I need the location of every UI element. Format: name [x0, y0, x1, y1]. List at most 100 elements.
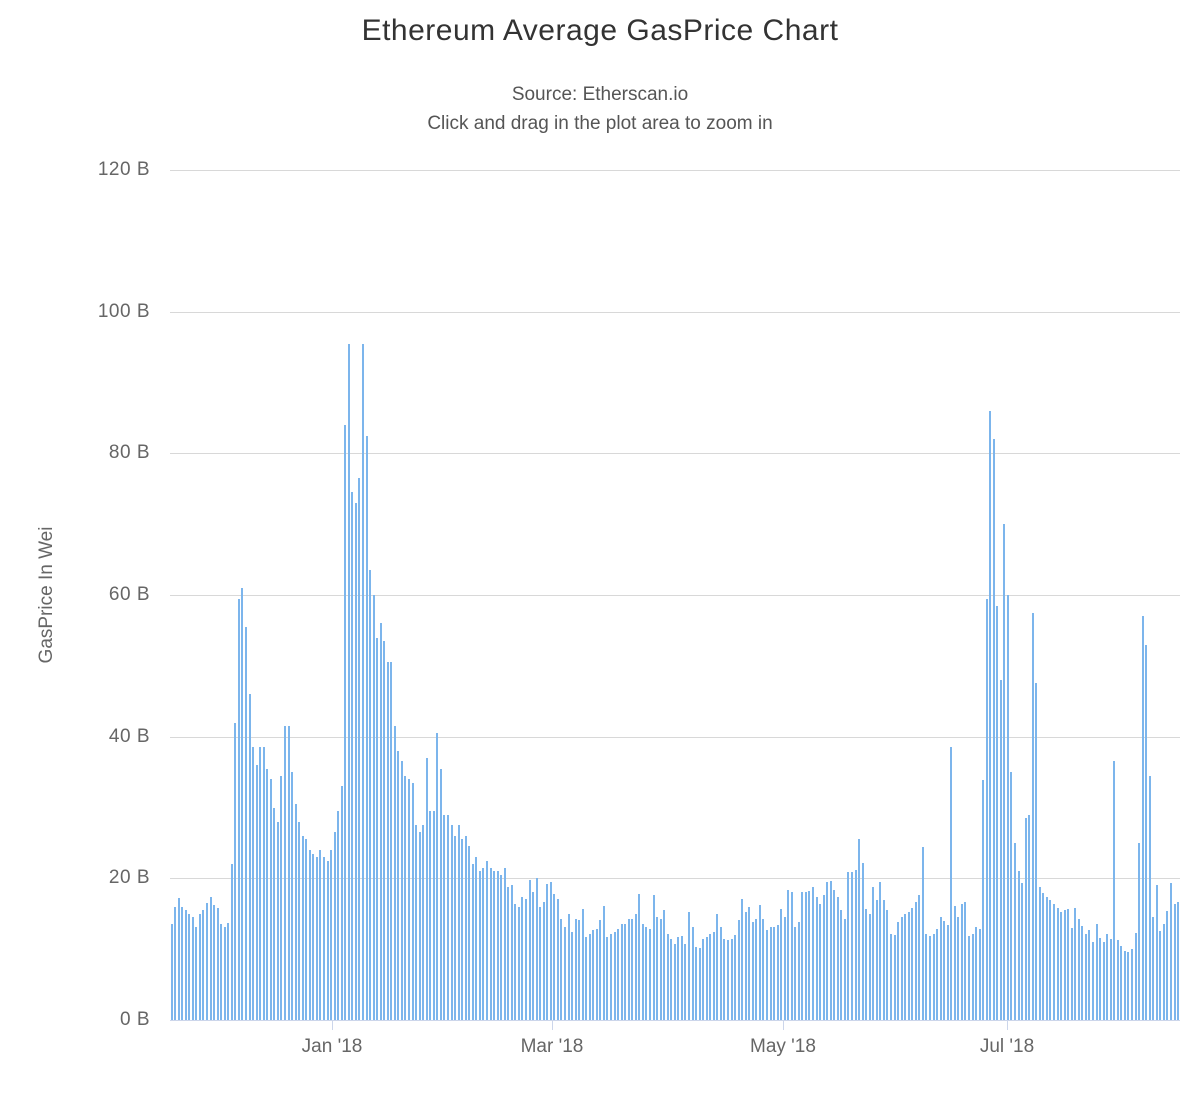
bar[interactable] — [1038, 886, 1041, 1020]
bar[interactable] — [252, 747, 255, 1020]
bar[interactable] — [1102, 942, 1105, 1020]
bar[interactable] — [337, 811, 340, 1020]
bar[interactable] — [936, 929, 939, 1020]
bar[interactable] — [691, 926, 694, 1020]
bar[interactable] — [627, 918, 630, 1020]
bar[interactable] — [780, 908, 783, 1020]
bar[interactable] — [1067, 908, 1070, 1020]
bar[interactable] — [209, 896, 212, 1020]
bar[interactable] — [613, 932, 616, 1020]
bar[interactable] — [702, 938, 705, 1020]
bar[interactable] — [1021, 883, 1024, 1020]
bar[interactable] — [1166, 910, 1169, 1020]
bar[interactable] — [1042, 893, 1045, 1020]
bar[interactable] — [514, 903, 517, 1020]
bar[interactable] — [1141, 616, 1144, 1020]
bar[interactable] — [801, 891, 804, 1020]
bar[interactable] — [400, 761, 403, 1020]
bar[interactable] — [783, 916, 786, 1020]
bar[interactable] — [1074, 908, 1077, 1020]
bar[interactable] — [432, 811, 435, 1020]
bar[interactable] — [602, 905, 605, 1020]
bar[interactable] — [1159, 931, 1162, 1020]
bar[interactable] — [184, 910, 187, 1020]
bar[interactable] — [262, 747, 265, 1020]
bar[interactable] — [804, 891, 807, 1020]
bar[interactable] — [595, 928, 598, 1020]
bar[interactable] — [330, 850, 333, 1020]
bar[interactable] — [698, 948, 701, 1020]
bar[interactable] — [790, 891, 793, 1020]
bar[interactable] — [967, 935, 970, 1020]
bar[interactable] — [851, 871, 854, 1020]
bar[interactable] — [294, 803, 297, 1020]
bar[interactable] — [284, 726, 286, 1020]
bar[interactable] — [921, 847, 924, 1020]
bar[interactable] — [482, 867, 485, 1020]
bar[interactable] — [574, 918, 577, 1020]
bar[interactable] — [471, 864, 474, 1020]
bar[interactable] — [457, 825, 460, 1020]
bar[interactable] — [266, 768, 269, 1020]
bar[interactable] — [726, 939, 729, 1020]
bar[interactable] — [1024, 818, 1027, 1020]
bar[interactable] — [213, 905, 216, 1020]
bar[interactable] — [670, 938, 673, 1020]
bar[interactable] — [787, 890, 790, 1020]
bar[interactable] — [610, 933, 613, 1020]
bar[interactable] — [524, 898, 527, 1020]
bar[interactable] — [762, 918, 765, 1020]
bar[interactable] — [617, 928, 620, 1020]
bar[interactable] — [829, 881, 832, 1020]
bar[interactable] — [822, 895, 825, 1020]
bar[interactable] — [854, 869, 857, 1020]
bar[interactable] — [1081, 925, 1084, 1020]
bar[interactable] — [680, 936, 683, 1020]
bar[interactable] — [840, 910, 843, 1020]
bar[interactable] — [1145, 644, 1148, 1020]
bar[interactable] — [992, 439, 995, 1020]
bar[interactable] — [836, 896, 839, 1020]
bar[interactable] — [1084, 934, 1087, 1020]
bar[interactable] — [269, 779, 272, 1020]
bar[interactable] — [425, 757, 428, 1020]
bar[interactable] — [464, 835, 467, 1020]
bar[interactable] — [641, 923, 644, 1020]
bar[interactable] — [688, 911, 690, 1020]
bar[interactable] — [489, 867, 492, 1020]
bar[interactable] — [198, 913, 201, 1020]
bar[interactable] — [755, 918, 758, 1020]
bar[interactable] — [946, 925, 949, 1020]
bar[interactable] — [712, 932, 715, 1020]
bar[interactable] — [1095, 924, 1098, 1020]
bar[interactable] — [287, 726, 290, 1020]
bar[interactable] — [631, 919, 634, 1020]
bar[interactable] — [191, 917, 194, 1020]
bar[interactable] — [358, 478, 361, 1020]
bar[interactable] — [372, 595, 375, 1020]
bar[interactable] — [1006, 595, 1009, 1020]
bar[interactable] — [308, 850, 311, 1020]
bar[interactable] — [319, 850, 322, 1020]
bar[interactable] — [677, 937, 680, 1020]
bar[interactable] — [1035, 682, 1038, 1020]
bar[interactable] — [599, 920, 602, 1020]
bar[interactable] — [542, 901, 545, 1020]
bar[interactable] — [1155, 885, 1158, 1020]
bar[interactable] — [354, 502, 357, 1020]
bar[interactable] — [1138, 842, 1141, 1020]
bar[interactable] — [227, 922, 230, 1020]
bar[interactable] — [914, 901, 917, 1020]
bar[interactable] — [886, 910, 889, 1020]
bar[interactable] — [500, 874, 503, 1020]
bar[interactable] — [517, 906, 520, 1020]
bar[interactable] — [1010, 772, 1013, 1020]
bar[interactable] — [659, 918, 662, 1020]
bar[interactable] — [716, 913, 719, 1020]
bar[interactable] — [237, 598, 240, 1020]
bar[interactable] — [858, 838, 861, 1020]
bar[interactable] — [340, 786, 343, 1020]
bar[interactable] — [904, 913, 907, 1020]
bar[interactable] — [170, 924, 173, 1020]
bar[interactable] — [291, 772, 294, 1020]
